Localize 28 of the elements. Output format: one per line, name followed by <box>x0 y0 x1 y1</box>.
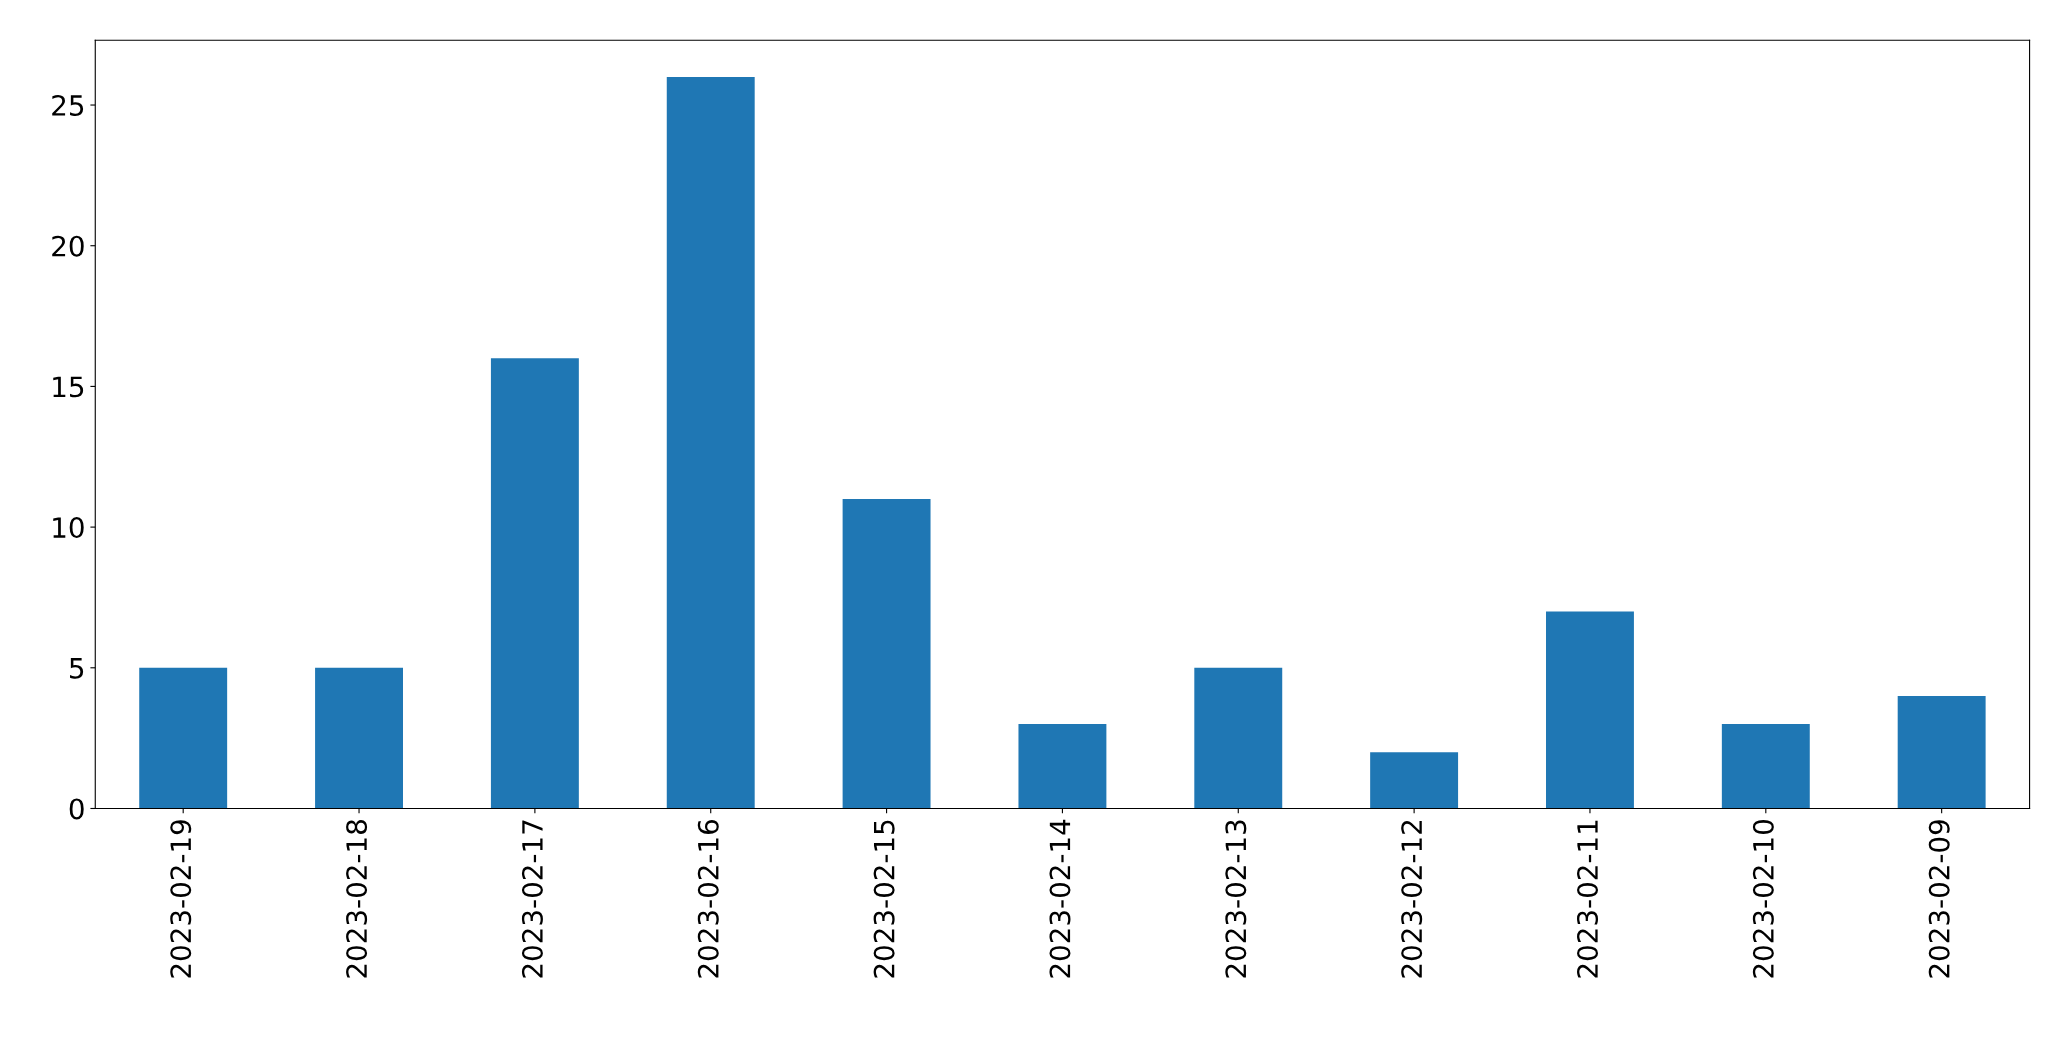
bar <box>1897 695 1986 809</box>
bar <box>1721 724 1810 809</box>
bar <box>315 667 403 809</box>
y-tick-label: 25 <box>52 94 84 116</box>
x-tick-label: 2023-02-14 <box>1049 819 1071 978</box>
bar <box>1546 611 1634 809</box>
bar <box>1370 752 1459 809</box>
x-tick-label: 2023-02-10 <box>1752 820 1774 978</box>
x-tick-label: 2023-02-19 <box>170 820 192 978</box>
bar <box>842 498 931 809</box>
y-tick-label: 0 <box>69 798 84 820</box>
bar <box>1018 724 1107 809</box>
y-tick-label: 20 <box>52 235 84 257</box>
bar <box>490 358 579 809</box>
bar <box>1194 667 1283 809</box>
x-tick-label: 2023-02-17 <box>521 820 543 978</box>
x-tick-label: 2023-02-12 <box>1401 820 1423 978</box>
bar <box>666 76 755 809</box>
x-tick-label: 2023-02-11 <box>1577 820 1599 978</box>
x-tick-label: 2023-02-16 <box>697 819 719 978</box>
x-tick-label: 2023-02-15 <box>873 820 895 978</box>
x-tick-label: 2023-02-09 <box>1928 820 1950 978</box>
y-tick-label: 5 <box>70 658 84 679</box>
x-tick-label: 2023-02-18 <box>346 820 368 978</box>
y-tick-label: 15 <box>53 376 84 398</box>
x-tick-label: 2023-02-13 <box>1225 820 1247 978</box>
bar <box>139 667 228 809</box>
y-tick-label: 10 <box>53 517 84 539</box>
